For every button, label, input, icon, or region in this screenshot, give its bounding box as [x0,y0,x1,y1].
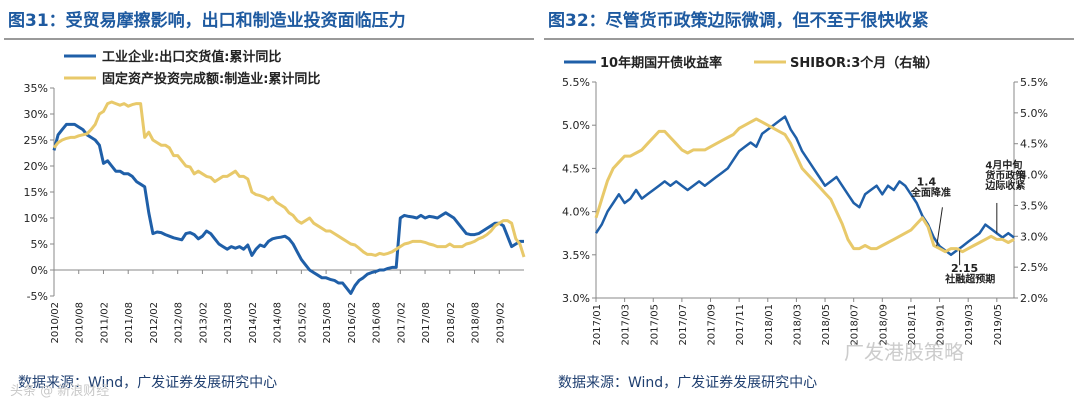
x-tick-label: 2010/08 [75,302,86,344]
x-tick-label: 2017/05 [649,304,660,346]
y2-tick-label: 4.0% [1020,169,1048,182]
annotation-leader [936,207,943,247]
x-tick-label: 2015/02 [297,302,308,344]
x-tick-label: 2012/02 [149,302,160,344]
x-tick-label: 2019/05 [993,304,1004,346]
y-tick-label: 5% [31,238,48,251]
x-tick-label: 2013/08 [223,302,234,344]
y-tick-label: 5.0% [562,119,590,132]
annotation-label: 4月中旬 [985,158,1022,171]
title-divider-left [4,38,534,40]
x-tick-label: 2019/03 [964,304,975,346]
y-tick-label: 10% [24,212,48,225]
x-tick-label: 2018/07 [850,304,861,346]
annotation-sublabel: 全面降准 [910,186,951,199]
y2-tick-label: 3.5% [1020,199,1048,212]
x-tick-label: 2018/09 [878,304,889,346]
y2-tick-label: 5.0% [1020,107,1048,120]
y-tick-label: 3.5% [562,249,590,262]
annotation-label: 2.15 [951,262,978,275]
y-tick-label: 5.5% [562,76,590,89]
x-tick-label: 2017/09 [707,304,718,346]
x-tick-label: 2017/02 [396,302,407,344]
series-line-export-delivery [52,122,524,295]
y2-tick-label: 5.5% [1020,76,1048,89]
chart-title-left: 图31：受贸易摩擦影响，出口和制造业投资面临压力 [8,11,406,31]
chart-panel-right: 图32：尽管货币政策边际微调，但不至于很快收紧 3.0% 3.5% 4.0% 4.5%… [544,0,1076,404]
x-tick-label: 2017/07 [678,304,689,346]
chart-panel-left: 图31：受贸易摩擦影响，出口和制造业投资面临压力 -5% 0% 5% 10% 15% 20… [4,0,536,404]
y2-tick-label: 3.0% [1020,230,1048,243]
series-line-manufacturing-fai [52,100,526,258]
source-note-left: 数据来源：Wind，广发证券发展研究中心 [18,375,278,391]
x-tick-label: 2011/02 [99,302,110,344]
y-tick-label: 4.5% [562,162,590,175]
watermark-left: 头条 @ 新浪财经 [10,384,110,399]
legend-label: 10年期国开债收益率 [600,55,722,71]
x-tick-label: 2018/11 [907,304,918,346]
x-tick-label: 2011/08 [124,302,135,344]
x-tick-label: 2017/08 [421,302,432,344]
legend-label: 固定资产投资完成额:制造业:累计同比 [102,71,320,87]
annotation-label: 1.4 [917,176,937,189]
series-line-cdb-10y-yield [594,115,1015,257]
x-tick-label: 2010/02 [50,302,61,344]
x-tick-label: 2016/02 [347,302,358,344]
y2-tick-label: 2.5% [1020,261,1048,274]
x-tick-label: 2019/01 [936,304,947,346]
chart-title-right: 图32：尽管货币政策边际微调，但不至于很快收紧 [548,11,929,31]
y-tick-label: 15% [24,186,48,199]
x-tick-label: 2014/08 [273,302,284,344]
x-tick-label: 2015/08 [322,302,333,344]
y-tick-label: 20% [24,160,48,173]
title-divider-right [544,38,1074,40]
x-tick-label: 2018/05 [821,304,832,346]
legend-label: 工业企业:出口交货值:累计同比 [102,49,281,65]
y2-tick-label: 4.5% [1020,138,1048,151]
x-tick-label: 2017/01 [592,304,603,346]
y-tick-label: 0% [31,264,48,277]
y2-tick-label: 2.0% [1020,292,1048,305]
x-tick-label: 2016/08 [372,302,383,344]
x-tick-label: 2012/08 [174,302,185,344]
x-tick-label: 2018/02 [446,302,457,344]
y-tick-label: -5% [27,290,48,303]
y-tick-label: 4.0% [562,206,590,219]
x-tick-label: 2018/03 [792,304,803,346]
series-line-shibor-3m [594,117,1015,254]
annotation-sublabel: 边际收紧 [984,179,1025,192]
x-tick-label: 2017/11 [735,304,746,346]
y-tick-label: 3.0% [562,292,590,305]
x-tick-label: 2018/08 [471,302,482,344]
y-tick-label: 25% [24,134,48,147]
x-tick-label: 2013/02 [198,302,209,344]
x-tick-label: 2014/02 [248,302,259,344]
watermark-right: 广发港股策略 [844,340,964,364]
x-tick-label: 2019/02 [495,302,506,344]
source-note-right: 数据来源：Wind，广发证券发展研究中心 [558,375,818,391]
line-chart-right: 3.0% 3.5% 4.0% 4.5% 5.0% 5.5% 2.0% 2.5% 3.0% 3.5%… [562,55,1048,346]
annotation-sublabel: 社融超预期 [944,272,995,285]
line-chart-left: -5% 0% 5% 10% 15% 20% 25% 30% 35% 2010/02 2010/08 2… [24,49,526,344]
y-tick-label: 30% [24,108,48,121]
y-tick-label: 35% [24,82,48,95]
annotation-sublabel: 货币政策 [985,169,1026,182]
x-tick-label: 2017/03 [621,304,632,346]
x-tick-label: 2018/01 [764,304,775,346]
legend-label: SHIBOR:3个月（右轴） [790,55,938,71]
